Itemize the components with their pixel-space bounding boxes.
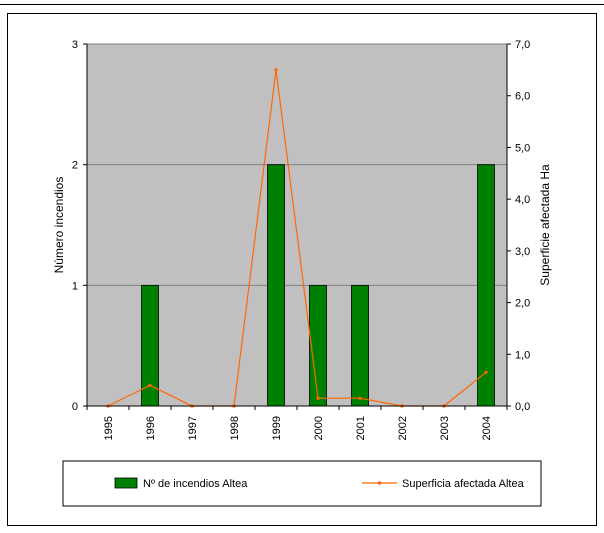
y-tick-label: 1 — [72, 280, 78, 292]
y-tick-label: 2 — [72, 160, 78, 172]
x-tick-label: 2000 — [313, 416, 325, 440]
y2-tick-label: 4,0 — [515, 194, 530, 206]
x-tick-label: 2004 — [481, 416, 493, 440]
bar-2004 — [477, 164, 495, 407]
bar-series — [141, 164, 495, 407]
y2-tick-label: 3,0 — [515, 246, 530, 258]
top-rule — [0, 4, 604, 5]
x-tick-label: 1998 — [229, 416, 241, 440]
line-point-1996 — [148, 383, 152, 387]
line-point-2001 — [358, 396, 362, 400]
x-tick-label: 2002 — [397, 416, 409, 440]
x-tick-label: 1995 — [103, 416, 115, 440]
y2-tick-label: 7,0 — [515, 39, 530, 51]
axes — [83, 43, 511, 410]
y-tick-label: 0 — [72, 401, 78, 413]
x-tick-labels: 1995 1996 1997 1998 1999 2000 2001 2002 2003 2004 — [103, 416, 493, 440]
x-tick-label: 1996 — [145, 416, 157, 440]
y2-tick-label: 0,0 — [515, 401, 530, 413]
line-point-1999 — [274, 68, 278, 72]
x-tick-label: 2001 — [355, 416, 367, 440]
y2-tick-label: 1,0 — [515, 349, 530, 361]
y-axis-title: Número incendios — [52, 177, 66, 274]
legend-bar-swatch — [114, 477, 138, 489]
legend-line-marker — [378, 481, 381, 485]
line-point-2004 — [484, 370, 488, 374]
line-point-2000 — [316, 396, 320, 400]
x-tick-label: 1999 — [271, 416, 283, 440]
y-tick-label: 3 — [72, 39, 78, 51]
x-tick-label: 2003 — [439, 416, 451, 440]
y2-tick-labels: 0,0 1,0 2,0 3,0 4,0 5,0 6,0 7,0 — [515, 39, 530, 413]
bar-2001 — [351, 284, 369, 407]
legend-line-label: Superficia afectada Altea — [402, 478, 525, 490]
legend-bar-label: Nº de incendios Altea — [143, 478, 248, 490]
x-tick-label: 1997 — [187, 416, 199, 440]
bar-1999 — [267, 164, 285, 407]
y2-tick-label: 5,0 — [515, 142, 530, 154]
y2-tick-label: 6,0 — [515, 91, 530, 103]
y2-axis-title: Superficie afectada Ha — [538, 164, 552, 286]
y-tick-labels: 0 1 2 3 — [72, 39, 78, 413]
bar-2000 — [309, 284, 327, 407]
legend-box — [62, 460, 542, 507]
y2-tick-label: 2,0 — [515, 298, 530, 310]
